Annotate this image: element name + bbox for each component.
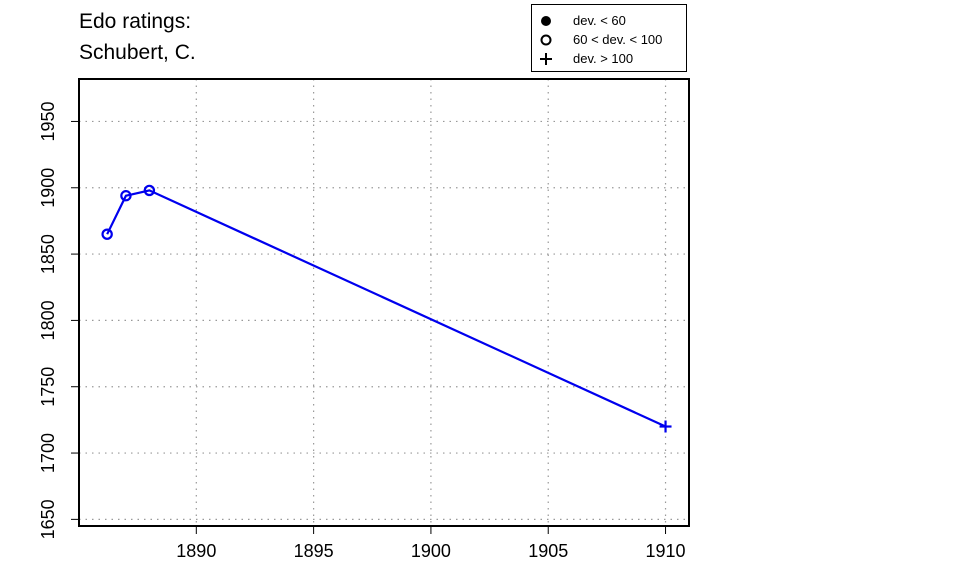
data-point <box>659 420 672 433</box>
data-point <box>101 228 113 240</box>
legend-label-open: 60 < dev. < 100 <box>573 32 663 47</box>
legend-item-open: 60 < dev. < 100 <box>532 30 688 50</box>
y-tick-label: 1950 <box>38 101 58 141</box>
x-tick-label: 1895 <box>294 541 334 561</box>
x-tick-label: 1900 <box>411 541 451 561</box>
y-tick-label: 1650 <box>38 499 58 539</box>
legend-label-plus: dev. > 100 <box>573 51 634 66</box>
x-tick-label: 1890 <box>176 541 216 561</box>
y-tick-label: 1850 <box>38 234 58 274</box>
data-point <box>143 184 156 197</box>
y-tick-label: 1900 <box>38 168 58 208</box>
x-tick-label: 1905 <box>528 541 568 561</box>
plus-icon <box>540 53 552 65</box>
y-tick-label: 1750 <box>38 367 58 407</box>
y-tick-label: 1700 <box>38 433 58 473</box>
legend: dev. < 60 60 < dev. < 100 dev. > 100 <box>531 4 687 72</box>
legend-item-plus: dev. > 100 <box>532 49 688 69</box>
chart-title-line-1: Edo ratings: <box>79 10 192 33</box>
chart-title-line-2: Schubert, C. <box>79 41 196 64</box>
y-tick-label: 1800 <box>38 300 58 340</box>
plot-frame <box>78 78 690 527</box>
open-circle-icon <box>540 34 552 46</box>
x-tick-label: 1910 <box>646 541 686 561</box>
filled-circle-icon <box>541 16 551 26</box>
data-point <box>120 190 132 202</box>
series-line <box>106 189 666 428</box>
legend-item-filled: dev. < 60 <box>532 11 688 31</box>
legend-label-filled: dev. < 60 <box>573 13 626 28</box>
